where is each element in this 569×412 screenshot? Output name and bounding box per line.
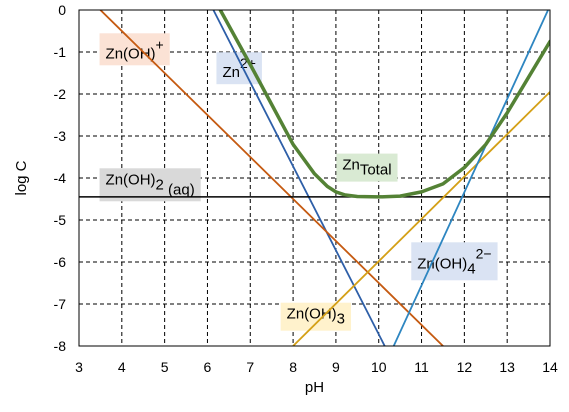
series-lines: [79, 10, 550, 346]
znoh3-label: Zn(OH)3: [280, 302, 352, 331]
znoh-label-text: Zn(OH)+: [106, 36, 164, 62]
x-axis-title: pH: [305, 379, 324, 396]
total-label: ZnTotal: [336, 153, 398, 182]
y-axis-title: log C: [13, 160, 30, 195]
y-tick-label--3: -3: [54, 128, 67, 144]
series-znoh4: [392, 10, 550, 346]
total-label-box: [336, 153, 398, 182]
y-tick-label--5: -5: [54, 212, 67, 228]
x-tick-label-4: 4: [118, 359, 126, 375]
species-labels: Zn(OH)+ Zn2+ ZnTotal Zn(OH)2 (aq) Zn(OH)42− Z…: [99, 33, 498, 331]
x-tick-label-10: 10: [371, 359, 387, 375]
znoh2-label: Zn(OH)2 (aq): [99, 168, 201, 202]
znoh2-label-text: Zn(OH)2 (aq): [106, 171, 195, 198]
total-label-text: ZnTotal: [342, 157, 391, 179]
y-tick-label--2: -2: [54, 86, 67, 102]
x-axis-ticks: 3 4 5 6 7 8 9 10 11 12 13 14: [75, 359, 558, 375]
series-total: [218, 10, 550, 199]
plot-area-frame: [78, 9, 551, 347]
znoh4-label-box: [411, 242, 498, 281]
y-tick-label--8: -8: [54, 338, 67, 354]
y-tick-label--1: -1: [54, 44, 67, 60]
znoh3-label-box: [280, 302, 352, 331]
x-tick-label-3: 3: [75, 359, 83, 375]
y-tick-label--7: -7: [54, 296, 67, 312]
znoh4-label: Zn(OH)42−: [411, 242, 498, 281]
znoh2-label-box: [99, 168, 201, 202]
series-znoh3: [292, 91, 550, 346]
x-tick-label-8: 8: [289, 359, 297, 375]
x-tick-label-5: 5: [161, 359, 169, 375]
zn2-label: Zn2+: [216, 52, 262, 85]
y-tick-label--4: -4: [54, 170, 67, 186]
znoh-label: Zn(OH)+: [99, 33, 170, 66]
x-tick-label-12: 12: [457, 359, 473, 375]
series-znoh: [99, 10, 444, 346]
y-tick-label-0: 0: [58, 2, 66, 18]
series-zn2: [212, 10, 386, 346]
y-axis-ticks: 0 -1 -2 -3 -4 -5 -6 -7 -8: [54, 2, 67, 354]
zn2-label-box: [216, 52, 262, 85]
x-tick-label-6: 6: [204, 359, 212, 375]
znoh3-label-text: Zn(OH)3: [287, 306, 345, 328]
znoh-label-box: [99, 33, 170, 66]
y-tick-label--6: -6: [54, 254, 67, 270]
x-tick-label-13: 13: [499, 359, 515, 375]
x-tick-label-7: 7: [246, 359, 254, 375]
x-tick-label-11: 11: [414, 359, 429, 375]
x-tick-label-9: 9: [332, 359, 340, 375]
x-tick-label-14: 14: [542, 359, 558, 375]
